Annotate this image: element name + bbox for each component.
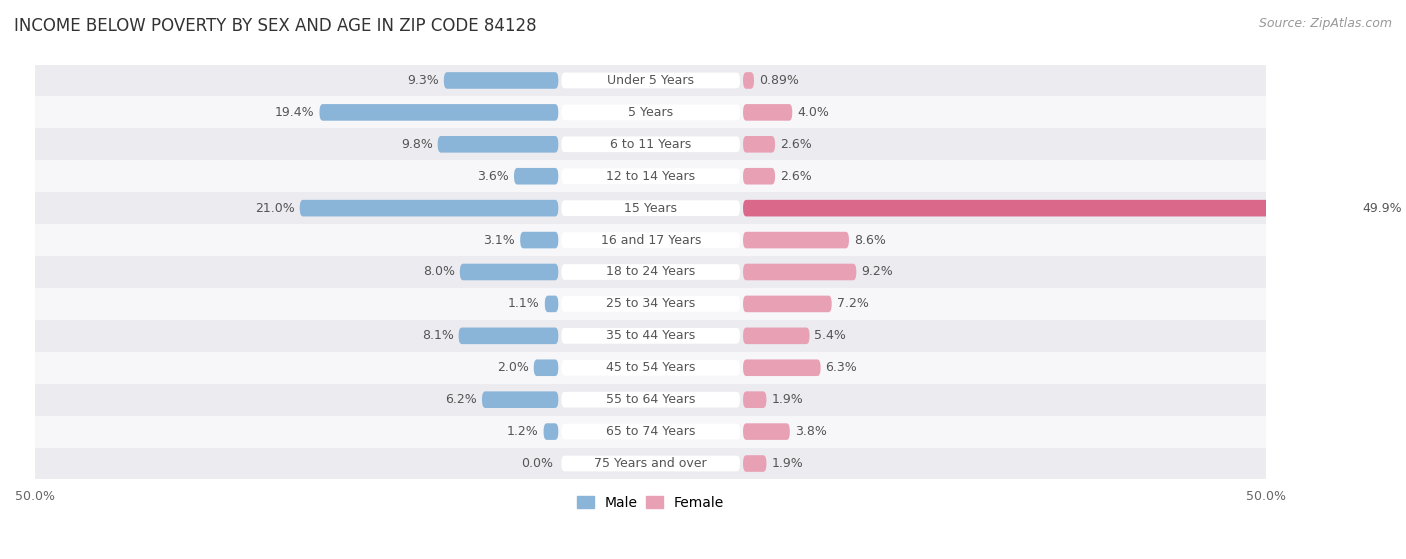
Text: 6.3%: 6.3%: [825, 361, 858, 374]
Text: 8.1%: 8.1%: [422, 329, 454, 342]
FancyBboxPatch shape: [515, 168, 558, 184]
Text: 35 to 44 Years: 35 to 44 Years: [606, 329, 696, 342]
Text: 49.9%: 49.9%: [1362, 202, 1402, 215]
Bar: [35, 192, 1267, 224]
Text: 3.1%: 3.1%: [484, 234, 515, 247]
Text: 2.6%: 2.6%: [780, 170, 811, 183]
FancyBboxPatch shape: [742, 296, 832, 312]
FancyBboxPatch shape: [544, 296, 558, 312]
FancyBboxPatch shape: [742, 72, 754, 89]
FancyBboxPatch shape: [319, 104, 558, 121]
FancyBboxPatch shape: [742, 136, 775, 153]
Text: 3.8%: 3.8%: [794, 425, 827, 438]
Text: 2.6%: 2.6%: [780, 138, 811, 151]
Text: 19.4%: 19.4%: [276, 106, 315, 119]
Text: 3.6%: 3.6%: [477, 170, 509, 183]
Text: 1.9%: 1.9%: [772, 393, 803, 406]
Text: 5.4%: 5.4%: [814, 329, 846, 342]
FancyBboxPatch shape: [534, 359, 558, 376]
Text: Source: ZipAtlas.com: Source: ZipAtlas.com: [1258, 17, 1392, 30]
FancyBboxPatch shape: [561, 168, 740, 184]
Bar: [35, 288, 1267, 320]
Bar: [35, 448, 1267, 480]
Text: 9.8%: 9.8%: [401, 138, 433, 151]
FancyBboxPatch shape: [742, 232, 849, 248]
FancyBboxPatch shape: [437, 136, 558, 153]
Text: 75 Years and over: 75 Years and over: [595, 457, 707, 470]
FancyBboxPatch shape: [742, 423, 790, 440]
FancyBboxPatch shape: [482, 391, 558, 408]
Bar: [35, 129, 1267, 160]
Text: 1.1%: 1.1%: [508, 297, 540, 310]
FancyBboxPatch shape: [742, 168, 775, 184]
Bar: [35, 383, 1267, 416]
FancyBboxPatch shape: [742, 455, 766, 472]
Text: 5 Years: 5 Years: [628, 106, 673, 119]
FancyBboxPatch shape: [561, 232, 740, 248]
FancyBboxPatch shape: [561, 424, 740, 439]
FancyBboxPatch shape: [742, 264, 856, 280]
Bar: [35, 320, 1267, 352]
FancyBboxPatch shape: [561, 136, 740, 152]
Text: INCOME BELOW POVERTY BY SEX AND AGE IN ZIP CODE 84128: INCOME BELOW POVERTY BY SEX AND AGE IN Z…: [14, 17, 537, 35]
FancyBboxPatch shape: [742, 104, 793, 121]
Text: 2.0%: 2.0%: [496, 361, 529, 374]
Text: 25 to 34 Years: 25 to 34 Years: [606, 297, 696, 310]
Text: 12 to 14 Years: 12 to 14 Years: [606, 170, 695, 183]
Text: 6.2%: 6.2%: [446, 393, 477, 406]
Text: Under 5 Years: Under 5 Years: [607, 74, 695, 87]
Text: 8.0%: 8.0%: [423, 266, 456, 278]
FancyBboxPatch shape: [561, 328, 740, 344]
FancyBboxPatch shape: [561, 392, 740, 408]
Text: 55 to 64 Years: 55 to 64 Years: [606, 393, 696, 406]
Text: 16 and 17 Years: 16 and 17 Years: [600, 234, 700, 247]
Text: 18 to 24 Years: 18 to 24 Years: [606, 266, 696, 278]
Text: 45 to 54 Years: 45 to 54 Years: [606, 361, 696, 374]
Bar: [35, 352, 1267, 383]
Text: 4.0%: 4.0%: [797, 106, 830, 119]
FancyBboxPatch shape: [458, 328, 558, 344]
Text: 9.2%: 9.2%: [862, 266, 893, 278]
FancyBboxPatch shape: [561, 296, 740, 312]
Bar: [35, 224, 1267, 256]
FancyBboxPatch shape: [444, 72, 558, 89]
Text: 1.2%: 1.2%: [508, 425, 538, 438]
FancyBboxPatch shape: [544, 423, 558, 440]
Bar: [35, 160, 1267, 192]
Legend: Male, Female: Male, Female: [572, 490, 730, 515]
FancyBboxPatch shape: [742, 328, 810, 344]
Bar: [35, 256, 1267, 288]
Text: 8.6%: 8.6%: [853, 234, 886, 247]
FancyBboxPatch shape: [561, 200, 740, 216]
Text: 1.9%: 1.9%: [772, 457, 803, 470]
Text: 7.2%: 7.2%: [837, 297, 869, 310]
Bar: [35, 64, 1267, 97]
Text: 6 to 11 Years: 6 to 11 Years: [610, 138, 692, 151]
FancyBboxPatch shape: [520, 232, 558, 248]
FancyBboxPatch shape: [299, 200, 558, 216]
Bar: [35, 97, 1267, 129]
FancyBboxPatch shape: [742, 391, 766, 408]
FancyBboxPatch shape: [561, 73, 740, 88]
FancyBboxPatch shape: [742, 200, 1358, 216]
FancyBboxPatch shape: [561, 360, 740, 376]
FancyBboxPatch shape: [561, 105, 740, 120]
FancyBboxPatch shape: [561, 456, 740, 471]
Text: 0.0%: 0.0%: [522, 457, 554, 470]
Text: 21.0%: 21.0%: [254, 202, 295, 215]
Bar: [35, 416, 1267, 448]
FancyBboxPatch shape: [561, 264, 740, 280]
Text: 0.89%: 0.89%: [759, 74, 799, 87]
FancyBboxPatch shape: [742, 359, 821, 376]
Text: 65 to 74 Years: 65 to 74 Years: [606, 425, 696, 438]
Text: 15 Years: 15 Years: [624, 202, 678, 215]
FancyBboxPatch shape: [460, 264, 558, 280]
Text: 9.3%: 9.3%: [408, 74, 439, 87]
